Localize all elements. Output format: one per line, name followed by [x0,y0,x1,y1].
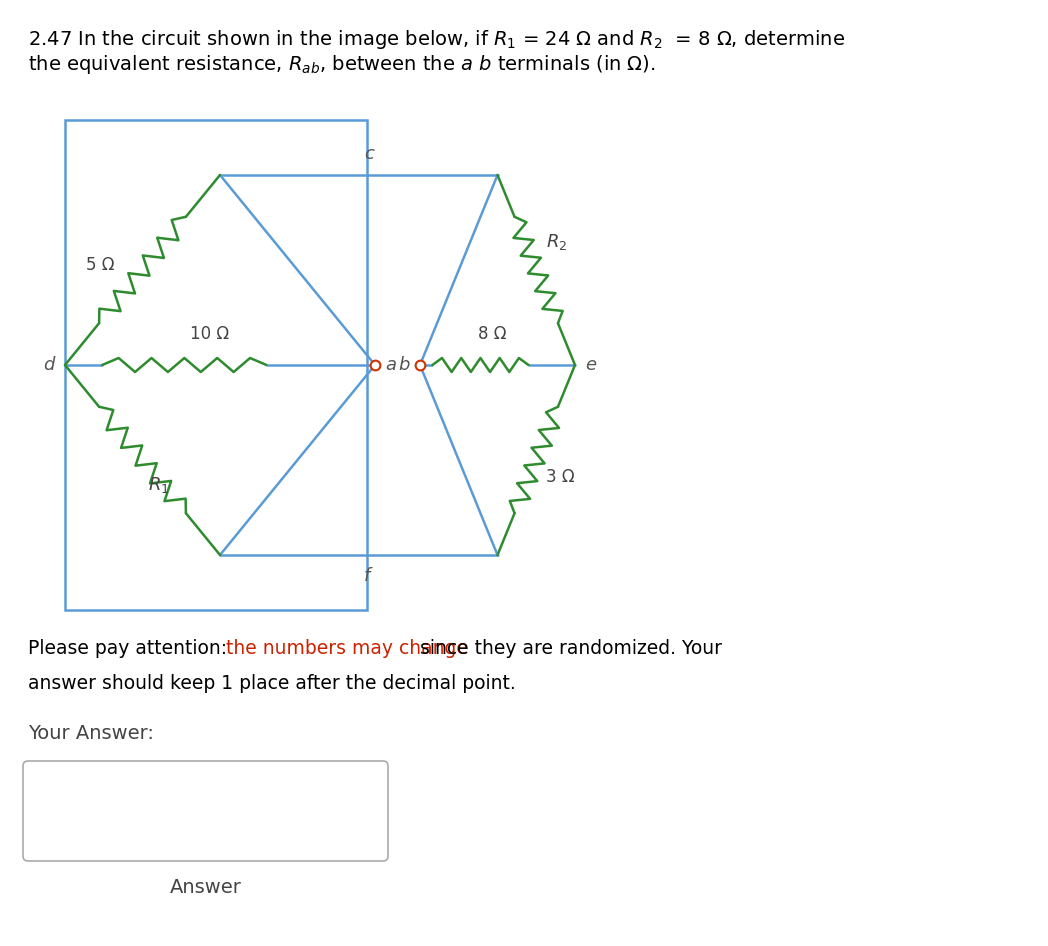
Text: $R_1$: $R_1$ [148,475,169,495]
Text: 2.47 In the circuit shown in the image below, if $R_1$ = 24 $\Omega$ and $R_2$  : 2.47 In the circuit shown in the image b… [28,28,845,51]
Bar [65,120,367,610]
Text: 8 Ω: 8 Ω [478,325,507,343]
Text: Your Answer:: Your Answer: [28,724,154,743]
Text: 10 Ω: 10 Ω [191,325,230,343]
Text: d: d [44,356,54,374]
Text: b: b [398,356,410,374]
FancyBboxPatch shape [23,761,388,861]
Text: Please pay attention:: Please pay attention: [28,639,233,658]
Text: the numbers may change: the numbers may change [226,639,467,658]
Text: e: e [585,356,596,374]
Text: 3 Ω: 3 Ω [546,468,575,486]
Text: $R_2$: $R_2$ [546,232,568,252]
Text: since they are randomized. Your: since they are randomized. Your [414,639,722,658]
Text: 5 Ω: 5 Ω [86,256,114,274]
Text: c: c [364,145,374,163]
Text: the equivalent resistance, $R_{ab}$, between the $a$ $b$ terminals (in $\Omega$): the equivalent resistance, $R_{ab}$, bet… [28,53,656,76]
Text: f: f [364,567,370,585]
Text: answer should keep 1 place after the decimal point.: answer should keep 1 place after the dec… [28,674,516,693]
Text: Answer: Answer [170,878,241,897]
Text: a: a [385,356,396,374]
